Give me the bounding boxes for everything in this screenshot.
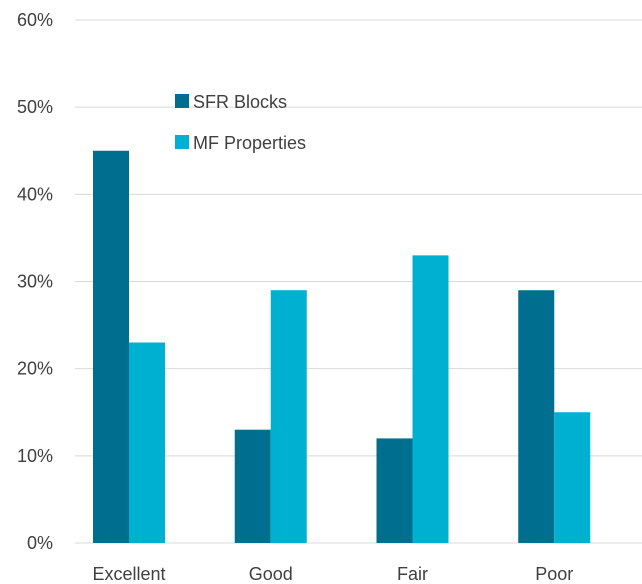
y-axis-tick-labels: 0% 10% 20% 30% 40% 50% 60% xyxy=(17,10,53,553)
y-tick-label: 60% xyxy=(17,10,53,30)
gridlines xyxy=(75,19,642,544)
x-tick-label: Fair xyxy=(397,564,428,584)
y-tick-label: 10% xyxy=(17,446,53,466)
x-tick-label: Good xyxy=(249,564,293,584)
bar-mf-properties-good xyxy=(270,290,307,543)
bar-sfr-blocks-good xyxy=(234,429,271,543)
bars xyxy=(93,150,591,543)
x-tick-label: Excellent xyxy=(92,564,165,584)
bar-mf-properties-poor xyxy=(554,412,591,543)
legend: SFR Blocks MF Properties xyxy=(175,92,306,153)
legend-label-mf-properties: MF Properties xyxy=(193,133,306,153)
y-tick-label: 30% xyxy=(17,272,53,292)
y-tick-label: 20% xyxy=(17,359,53,379)
legend-swatch-mf-properties xyxy=(175,135,189,149)
bar-sfr-blocks-excellent xyxy=(93,150,129,543)
x-tick-label: Poor xyxy=(535,564,573,584)
y-tick-label: 50% xyxy=(17,97,53,117)
legend-label-sfr-blocks: SFR Blocks xyxy=(193,92,287,112)
legend-swatch-sfr-blocks xyxy=(175,94,189,108)
bar-sfr-blocks-fair xyxy=(376,438,413,543)
bar-mf-properties-fair xyxy=(412,255,449,543)
y-tick-label: 0% xyxy=(27,533,53,553)
bar-mf-properties-excellent xyxy=(129,342,165,543)
y-tick-label: 40% xyxy=(17,184,53,204)
x-axis-tick-labels: Excellent Good Fair Poor xyxy=(92,564,573,584)
bar-sfr-blocks-poor xyxy=(518,290,555,543)
